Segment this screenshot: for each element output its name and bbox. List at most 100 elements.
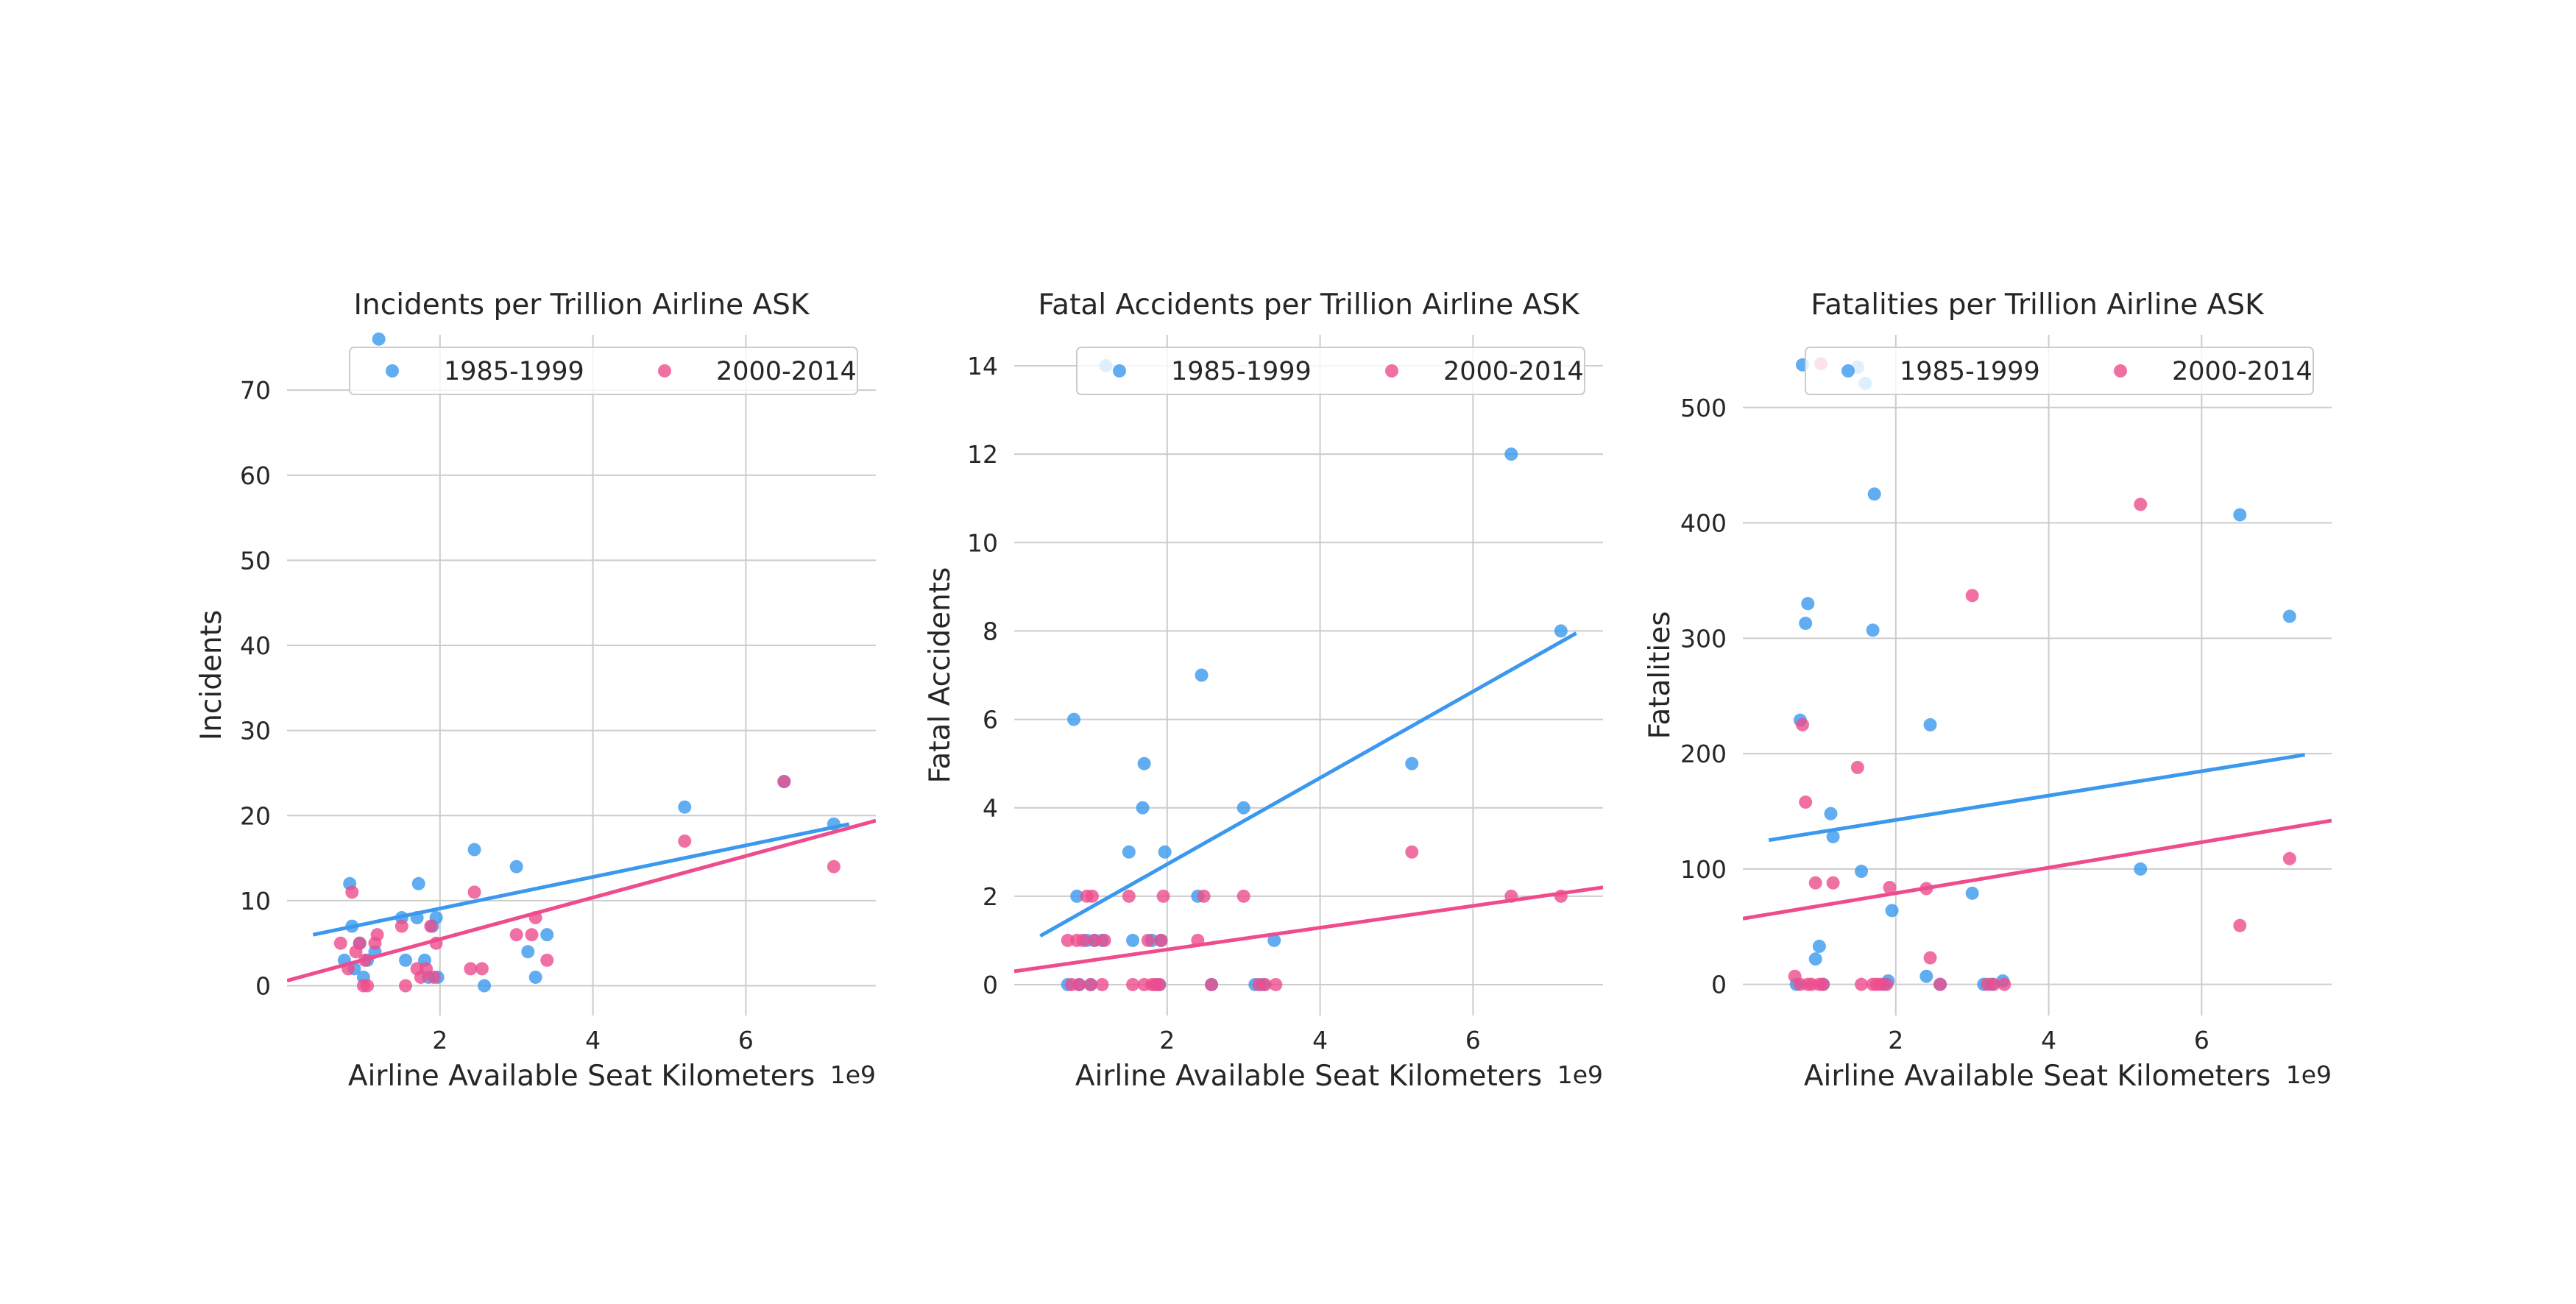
data-point (1919, 969, 1933, 983)
legend-marker (386, 364, 399, 378)
data-point (525, 928, 539, 942)
data-point (2134, 497, 2148, 511)
data-point (1855, 865, 1869, 879)
series-1985-1999 (1768, 358, 2306, 991)
data-point (1826, 876, 1840, 890)
regression-line (1039, 631, 1577, 938)
data-point (1122, 889, 1136, 903)
data-point (1808, 876, 1822, 890)
regression-line (1768, 753, 2306, 843)
data-point (1137, 756, 1151, 770)
data-point (1826, 829, 1840, 843)
data-point (1126, 977, 1140, 991)
data-point (1097, 933, 1111, 947)
legend-marker (1113, 364, 1126, 378)
x-axis-label: Airline Available Seat Kilometers (348, 1060, 815, 1093)
regression-line (1014, 885, 1603, 974)
data-point (1067, 712, 1081, 726)
data-point (370, 928, 384, 942)
subplot-3: 0 100 200 300 400 500 2 4 6 Fatalities per Trilli… (1643, 288, 2332, 1093)
data-point (1866, 623, 1880, 637)
subplot-2: 0 2 4 6 8 10 12 14 2 4 6 Fatal Accidents per Trilli… (924, 288, 1603, 1093)
data-point (424, 919, 438, 933)
data-point (827, 860, 841, 874)
data-point (1076, 933, 1090, 947)
data-point (2233, 918, 2247, 932)
data-point (521, 945, 535, 959)
y-tick-label: 40 (240, 631, 271, 660)
data-point (1799, 795, 1813, 809)
y-tick-label: 100 (1680, 855, 1727, 884)
legend-label: 2000-2014 (1443, 357, 1584, 386)
y-tick-label: 4 (983, 794, 998, 823)
data-point (2134, 862, 2148, 876)
data-point (528, 970, 542, 984)
legend-label: 2000-2014 (716, 357, 857, 386)
data-point (1923, 951, 1937, 965)
series-2000-2014 (1014, 845, 1603, 991)
y-axis-label: Incidents (195, 610, 228, 741)
data-point (1998, 977, 2011, 991)
legend: 1985-1999 2000-2014 (1805, 347, 2314, 395)
data-point (678, 834, 692, 848)
legend-marker (658, 364, 671, 378)
y-tick-label: 0 (983, 971, 998, 999)
y-tick-label: 2 (983, 882, 998, 911)
data-point (1986, 977, 2000, 991)
data-point (1812, 939, 1826, 953)
data-point (1085, 889, 1099, 903)
data-point (1808, 952, 1822, 966)
data-point (1061, 933, 1075, 947)
data-point (1816, 977, 1830, 991)
data-point (1799, 616, 1813, 630)
y-axis-label: Fatalities (1643, 611, 1677, 739)
data-point (1088, 933, 1102, 947)
x-tick-label: 2 (1159, 1026, 1175, 1055)
y-tick-label: 500 (1680, 394, 1727, 422)
legend-label: 1985-1999 (1900, 357, 2040, 386)
data-point (509, 928, 523, 942)
series-2000-2014 (1743, 357, 2332, 991)
data-point (345, 885, 359, 899)
data-point (1269, 977, 1283, 991)
data-point (1405, 756, 1419, 770)
data-point (540, 928, 554, 942)
data-point (2282, 609, 2296, 623)
data-point (1885, 904, 1899, 918)
data-point (2282, 851, 2296, 865)
data-point (1880, 977, 1894, 991)
chart-title: Fatalities per Trillion Airline ASK (1811, 288, 2265, 322)
y-axis-label: Fatal Accidents (924, 567, 957, 784)
legend-frame (1805, 347, 2314, 395)
x-offset-label: 1e9 (2286, 1060, 2332, 1089)
data-point (467, 885, 481, 899)
data-point (467, 843, 481, 857)
regression-line (312, 822, 850, 937)
data-point (509, 860, 523, 874)
x-axis-label: Airline Available Seat Kilometers (1075, 1060, 1542, 1093)
data-point (427, 970, 441, 984)
data-point (411, 876, 425, 890)
data-point (1136, 801, 1150, 815)
data-point (1867, 487, 1881, 501)
x-tick-label: 2 (1888, 1026, 1903, 1055)
x-offset-label: 1e9 (1557, 1060, 1603, 1089)
data-point (333, 936, 347, 950)
subplot-1: 0 10 20 30 40 50 60 70 2 4 6 Incidents per Trillion… (195, 288, 876, 1093)
y-tick-label: 30 (240, 717, 271, 745)
data-point (1158, 845, 1172, 859)
data-point (1850, 760, 1864, 774)
data-point (1796, 717, 1810, 731)
data-point (1236, 801, 1250, 815)
y-tick-label: 200 (1680, 740, 1727, 768)
legend: 1985-1999 2000-2014 (1076, 347, 1585, 395)
data-point (1141, 933, 1155, 947)
y-tick-label: 50 (240, 546, 271, 575)
data-point (361, 979, 375, 993)
data-point (420, 962, 434, 976)
data-point (399, 953, 413, 967)
data-point (1072, 977, 1086, 991)
data-point (1504, 447, 1518, 461)
regression-line (287, 818, 876, 983)
